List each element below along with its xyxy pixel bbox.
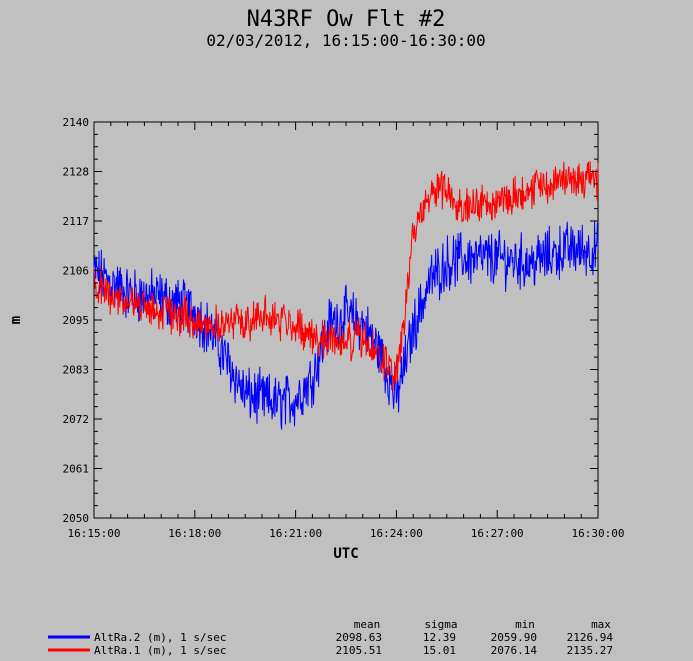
x-tick-label: 16:21:00: [269, 527, 322, 540]
series-line-altra2: [93, 220, 599, 430]
x-tick-label: 16:18:00: [168, 527, 221, 540]
x-tick-label: 16:27:00: [471, 527, 524, 540]
legend: mean sigma min max AltRa.2 (m), 1 s/sec …: [48, 618, 613, 657]
stat-min-altra2: 2059.90: [491, 631, 537, 644]
y-tick-label: 2140: [63, 116, 90, 129]
y-tick-label: 2061: [63, 463, 90, 476]
x-axis-label: UTC: [333, 546, 358, 562]
x-tick-label: 16:30:00: [572, 527, 625, 540]
stat-sigma-altra1: 15.01: [423, 644, 456, 657]
stat-sigma-altra2: 12.39: [423, 631, 456, 644]
stats-header-min: min: [515, 618, 535, 631]
stat-min-altra1: 2076.14: [491, 644, 538, 657]
y-tick-label: 2128: [63, 166, 90, 179]
x-axis: 16:15:00 16:18:00 16:21:00 16:24:00 16:27:00…: [68, 122, 625, 540]
stat-mean-altra1: 2105.51: [336, 644, 382, 657]
y-axis-label: m: [8, 316, 24, 324]
x-tick-label: 16:24:00: [370, 527, 423, 540]
legend-label-altra2: AltRa.2 (m), 1 s/sec: [94, 631, 226, 644]
stats-header-mean: mean: [354, 618, 381, 631]
stat-max-altra2: 2126.94: [567, 631, 614, 644]
series-layer: [93, 161, 599, 430]
chart-title: N43RF Ow Flt #2: [247, 7, 446, 32]
series-line-altra1: [93, 161, 599, 391]
legend-label-altra1: AltRa.1 (m), 1 s/sec: [94, 644, 226, 657]
chart-subtitle: 02/03/2012, 16:15:00-16:30:00: [206, 31, 485, 50]
y-tick-label: 2072: [63, 413, 90, 426]
stat-max-altra1: 2135.27: [567, 644, 613, 657]
stats-header-max: max: [591, 618, 611, 631]
y-tick-label: 2106: [63, 265, 90, 278]
y-tick-label: 2095: [63, 314, 90, 327]
y-tick-label: 2117: [63, 215, 90, 228]
x-tick-label: 16:15:00: [68, 527, 121, 540]
stat-mean-altra2: 2098.63: [336, 631, 382, 644]
y-tick-label: 2050: [63, 512, 90, 525]
y-tick-label: 2083: [63, 364, 90, 377]
stats-header-sigma: sigma: [424, 618, 457, 631]
y-axis: 2050 2061 2072 2083 2095 2106 2117 2128 2140: [63, 116, 598, 525]
